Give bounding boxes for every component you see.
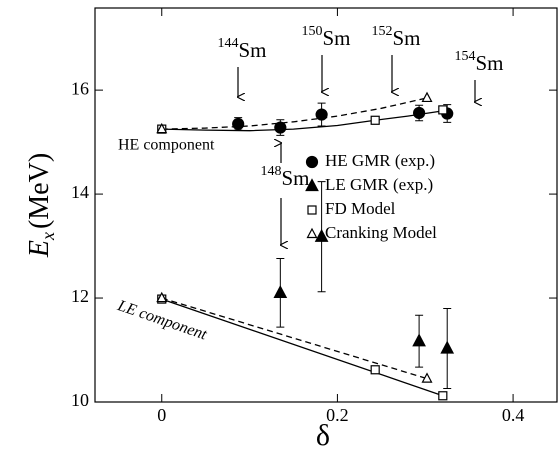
data-point: [370, 115, 380, 125]
legend-label: Cranking Model: [325, 223, 437, 242]
isotope-mass: 150: [301, 24, 322, 39]
isotope-label: 154Sm: [454, 49, 503, 75]
x-tick-label: 0.4: [502, 405, 525, 425]
isotope-label: 144Sm: [217, 36, 266, 62]
legend-marker: [305, 178, 319, 192]
isotope-mass: 154: [454, 49, 475, 64]
isotope-element: Sm: [281, 166, 309, 190]
y-label-symbol: E: [24, 240, 55, 258]
isotope-element: Sm: [392, 26, 420, 50]
data-point: [273, 285, 288, 298]
data-point: [156, 122, 168, 134]
isotope-mass: 144: [217, 36, 238, 51]
isotope-label: 148Sm: [260, 164, 309, 190]
y-tick-label: 10: [71, 390, 89, 410]
legend-label: LE GMR (exp.): [325, 175, 433, 194]
component-label: LE component: [115, 297, 210, 344]
isotope-element: Sm: [238, 38, 266, 62]
x-tick-label: 0.2: [326, 405, 349, 425]
legend-marker: [307, 205, 317, 215]
legend-label: HE GMR (exp.): [325, 151, 435, 170]
isotope-label: 152Sm: [371, 24, 420, 50]
data-point: [421, 372, 433, 383]
data-point: [370, 365, 380, 375]
isotope-element: Sm: [475, 51, 503, 75]
data-point: [232, 117, 245, 131]
y-tick-label: 16: [71, 78, 89, 98]
legend-label: FD Model: [325, 199, 396, 218]
model-curve: [161, 97, 428, 130]
isotope-mass: 148: [260, 164, 281, 179]
data-point: [412, 333, 426, 347]
isotope-label: 150Sm: [301, 24, 350, 50]
data-point: [413, 106, 426, 120]
data-point: [315, 108, 328, 121]
y-axis-label: Ex (MeV): [24, 153, 58, 258]
y-tick-label: 14: [71, 182, 89, 202]
isotope-element: Sm: [322, 26, 350, 50]
model-curve: [161, 297, 428, 380]
legend-marker: [305, 155, 319, 169]
legend-marker: [306, 227, 318, 239]
x-axis-label: δ: [316, 419, 330, 452]
data-point: [438, 391, 448, 401]
data-point: [421, 91, 433, 103]
isotope-mass: 152: [371, 24, 392, 39]
data-point: [314, 228, 329, 242]
y-label-sub: x: [38, 232, 58, 241]
component-label: HE component: [118, 137, 215, 154]
data-point: [440, 340, 455, 354]
model-curve: [161, 110, 443, 132]
data-point: [274, 121, 287, 134]
data-point: [156, 291, 168, 303]
plot-frame: [94, 7, 558, 403]
data-point: [438, 105, 448, 115]
y-label-unit: (MeV): [24, 153, 55, 229]
y-tick-label: 12: [71, 286, 89, 306]
x-tick-label: 0: [157, 405, 166, 425]
model-curve: [161, 298, 444, 397]
